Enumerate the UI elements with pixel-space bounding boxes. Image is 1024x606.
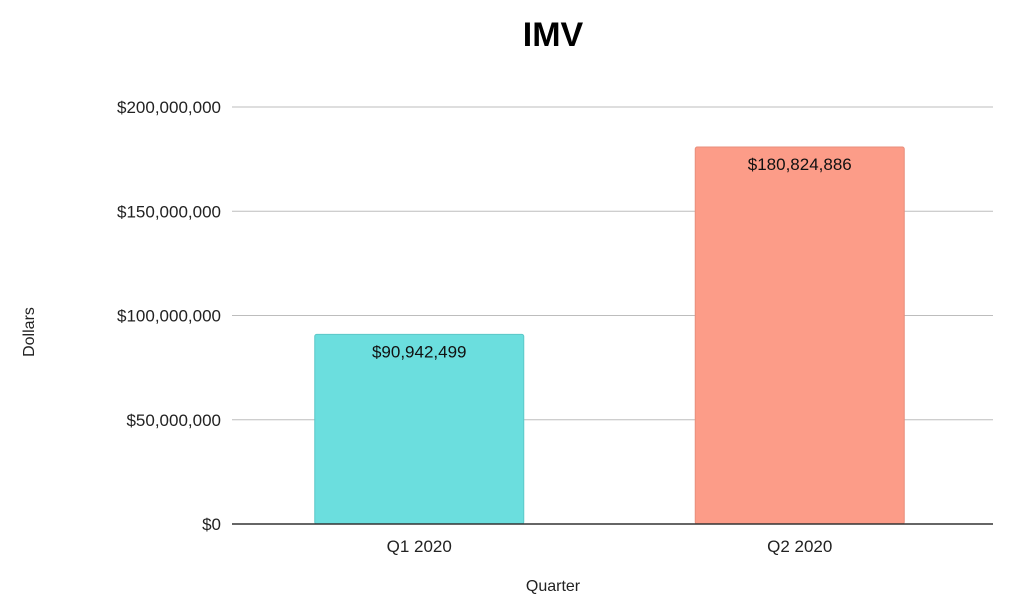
y-tick-label: $0 [202, 515, 221, 534]
bar-q2-2020 [694, 146, 905, 525]
y-tick-label: $50,000,000 [126, 411, 221, 430]
x-tick-label: Q1 2020 [387, 537, 452, 556]
y-tick-label: $100,000,000 [117, 307, 221, 326]
data-labels: $90,942,499 $180,824,886 [372, 155, 852, 361]
bar-q1-2020 [314, 333, 525, 525]
x-tick-label: Q2 2020 [767, 537, 832, 556]
y-axis-ticks: $0 $50,000,000 $100,000,000 $150,000,000 $20… [117, 98, 221, 534]
y-axis-title: Dollars [21, 307, 38, 357]
y-tick-label: $200,000,000 [117, 98, 221, 117]
chart-title: IMV [523, 16, 584, 54]
data-label: $90,942,499 [372, 342, 467, 361]
y-tick-label: $150,000,000 [117, 202, 221, 221]
data-label: $180,824,886 [748, 155, 852, 174]
bars [314, 146, 905, 525]
x-axis-ticks: Q1 2020 Q2 2020 [387, 537, 833, 556]
x-axis-title: Quarter [526, 578, 581, 595]
